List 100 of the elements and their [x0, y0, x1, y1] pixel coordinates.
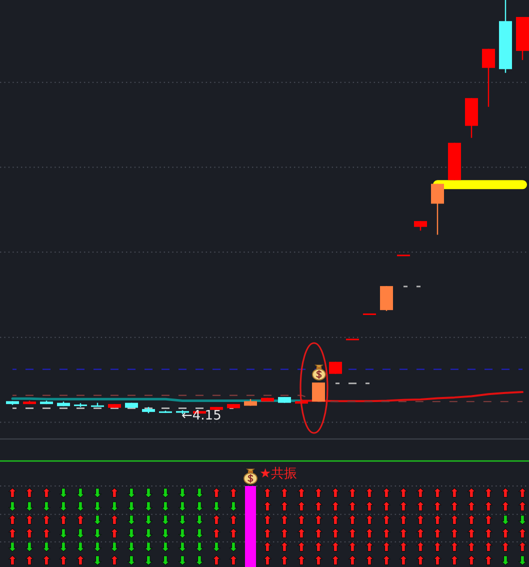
signal: ⬆ — [330, 540, 340, 554]
signal: ⬇ — [144, 553, 154, 567]
signal: ⬆ — [432, 499, 442, 514]
signal: ⬆ — [364, 540, 374, 554]
signal: ⬇ — [92, 526, 102, 540]
signal: ⬇ — [178, 499, 188, 514]
signal: ⬇ — [228, 540, 238, 554]
signal: ⬇ — [212, 499, 222, 514]
signal: ⬇ — [76, 540, 86, 554]
signal: ⬆ — [416, 512, 426, 527]
signal: ⬆ — [348, 499, 358, 514]
signal: ⬆ — [500, 526, 510, 540]
signal: ⬆ — [398, 499, 408, 514]
signal: ⬆ — [228, 512, 238, 527]
signal: ⬆ — [212, 486, 222, 500]
signal: ⬇ — [24, 540, 34, 554]
signal: ⬆ — [110, 486, 120, 500]
signal: ⬆ — [466, 486, 476, 500]
signal: ⬇ — [126, 486, 136, 500]
signal: ⬆ — [314, 526, 324, 540]
signal: ⬆ — [484, 486, 494, 500]
signal: ⬆ — [382, 512, 392, 527]
signal: ⬆ — [280, 553, 290, 567]
signal: ⬆ — [330, 512, 340, 527]
signal: ⬆ — [348, 540, 358, 554]
signal: ⬆ — [296, 540, 306, 554]
signal: ⬆ — [364, 526, 374, 540]
signal: ⬇ — [92, 553, 102, 567]
signal: ⬇ — [518, 512, 528, 527]
signal: ⬇ — [160, 553, 170, 567]
signal: ⬆ — [484, 499, 494, 514]
signal: ⬆ — [484, 540, 494, 554]
signal: ⬆ — [484, 553, 494, 567]
signal: ⬆ — [8, 512, 18, 527]
signal: ⬆ — [212, 553, 222, 567]
signal: ⬆ — [262, 512, 272, 527]
signal: ⬇ — [110, 499, 120, 514]
signal: ⬆ — [500, 540, 510, 554]
signal: ⬆ — [228, 553, 238, 567]
signal: ⬇ — [76, 499, 86, 514]
signal: ⬆ — [364, 553, 374, 567]
annotation: ←4.15 — [182, 408, 222, 424]
signal: ⬆ — [450, 540, 460, 554]
signal: ⬆ — [262, 526, 272, 540]
signal: ⬆ — [500, 499, 510, 514]
signal: ⬆ — [466, 499, 476, 514]
signal: ⬇ — [92, 486, 102, 500]
signal: ⬆ — [450, 499, 460, 514]
signal: ⬆ — [24, 526, 34, 540]
signal: ⬆ — [212, 526, 222, 540]
signal: ⬆ — [500, 486, 510, 500]
signal: ⬆ — [314, 553, 324, 567]
signal: ⬆ — [432, 526, 442, 540]
signal: ⬆ — [416, 486, 426, 500]
signal: ⬆ — [398, 526, 408, 540]
signal: ⬇ — [178, 526, 188, 540]
signal: ⬆ — [416, 553, 426, 567]
signal: ⬆ — [280, 526, 290, 540]
signal: ⬆ — [348, 553, 358, 567]
signal: ⬆ — [42, 553, 52, 567]
signal: ⬇ — [500, 553, 510, 567]
signal: ⬆ — [398, 512, 408, 527]
signal: ⬆ — [432, 512, 442, 527]
signal: ⬇ — [24, 499, 34, 514]
signal: ⬆ — [42, 486, 52, 500]
signal: ⬇ — [178, 553, 188, 567]
signal: ⬆ — [330, 553, 340, 567]
signal: ⬆ — [382, 540, 392, 554]
signal: ⬆ — [314, 540, 324, 554]
signal: ⬆ — [518, 499, 528, 514]
signal: ⬇ — [92, 512, 102, 527]
signal: ⬆ — [382, 499, 392, 514]
signal: ⬇ — [8, 499, 18, 514]
signal: ⬆ — [280, 499, 290, 514]
signal: ⬆ — [364, 512, 374, 527]
signal: ⬆ — [518, 526, 528, 540]
signal: ⬇ — [92, 540, 102, 554]
signal: ⬇ — [76, 526, 86, 540]
signal: ⬆ — [466, 512, 476, 527]
signal: ⬆ — [110, 526, 120, 540]
signal: ⬇ — [228, 499, 238, 514]
signal: ⬆ — [76, 553, 86, 567]
signal: ⬆ — [348, 512, 358, 527]
signal: ⬇ — [110, 540, 120, 554]
signal: ⬇ — [178, 540, 188, 554]
signal: ⬆ — [8, 486, 18, 500]
signal: ⬆ — [364, 486, 374, 500]
signal: ⬆ — [364, 499, 374, 514]
signal: ⬆ — [76, 512, 86, 527]
signal: ⬆ — [314, 499, 324, 514]
signal: ⬆ — [416, 540, 426, 554]
signal: ⬆ — [382, 553, 392, 567]
signal: ⬆ — [296, 553, 306, 567]
signal: ⬆ — [348, 526, 358, 540]
signal: ⬇ — [144, 526, 154, 540]
signal: ⬇ — [178, 512, 188, 527]
signal: ⬆ — [110, 553, 120, 567]
signal: ⬆ — [110, 512, 120, 527]
signal: ⬆ — [382, 486, 392, 500]
signal: ⬆ — [450, 512, 460, 527]
